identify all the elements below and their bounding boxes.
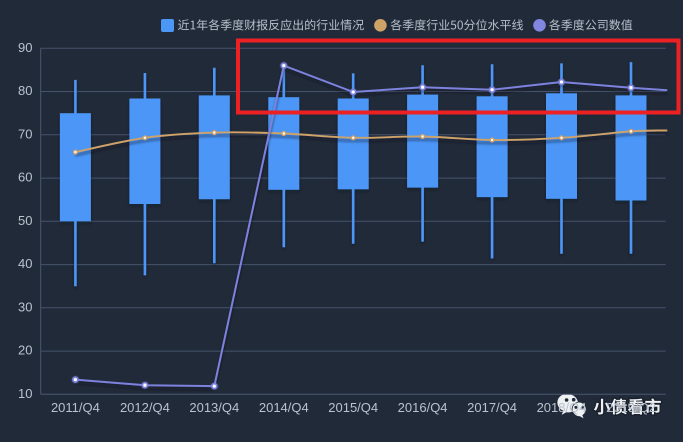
- svg-text:2018/Q4: 2018/Q4: [537, 400, 587, 415]
- svg-text:10: 10: [18, 386, 32, 401]
- svg-text:2013/Q4: 2013/Q4: [189, 400, 239, 415]
- svg-text:40: 40: [18, 256, 32, 271]
- svg-text:2019/Q2: 2019/Q2: [606, 400, 656, 415]
- svg-text:2016/Q4: 2016/Q4: [398, 400, 448, 415]
- svg-text:2012/Q4: 2012/Q4: [120, 400, 170, 415]
- svg-text:2011/Q4: 2011/Q4: [51, 400, 100, 415]
- svg-text:50: 50: [18, 213, 32, 228]
- svg-text:60: 60: [18, 170, 32, 185]
- svg-text:80: 80: [18, 83, 32, 98]
- svg-text:90: 90: [18, 40, 32, 55]
- svg-text:2015/Q4: 2015/Q4: [328, 400, 378, 415]
- svg-text:2014/Q4: 2014/Q4: [259, 400, 309, 415]
- svg-text:20: 20: [18, 343, 32, 358]
- svg-text:30: 30: [18, 299, 32, 314]
- svg-text:2017/Q4: 2017/Q4: [467, 400, 517, 415]
- svg-text:70: 70: [18, 126, 32, 141]
